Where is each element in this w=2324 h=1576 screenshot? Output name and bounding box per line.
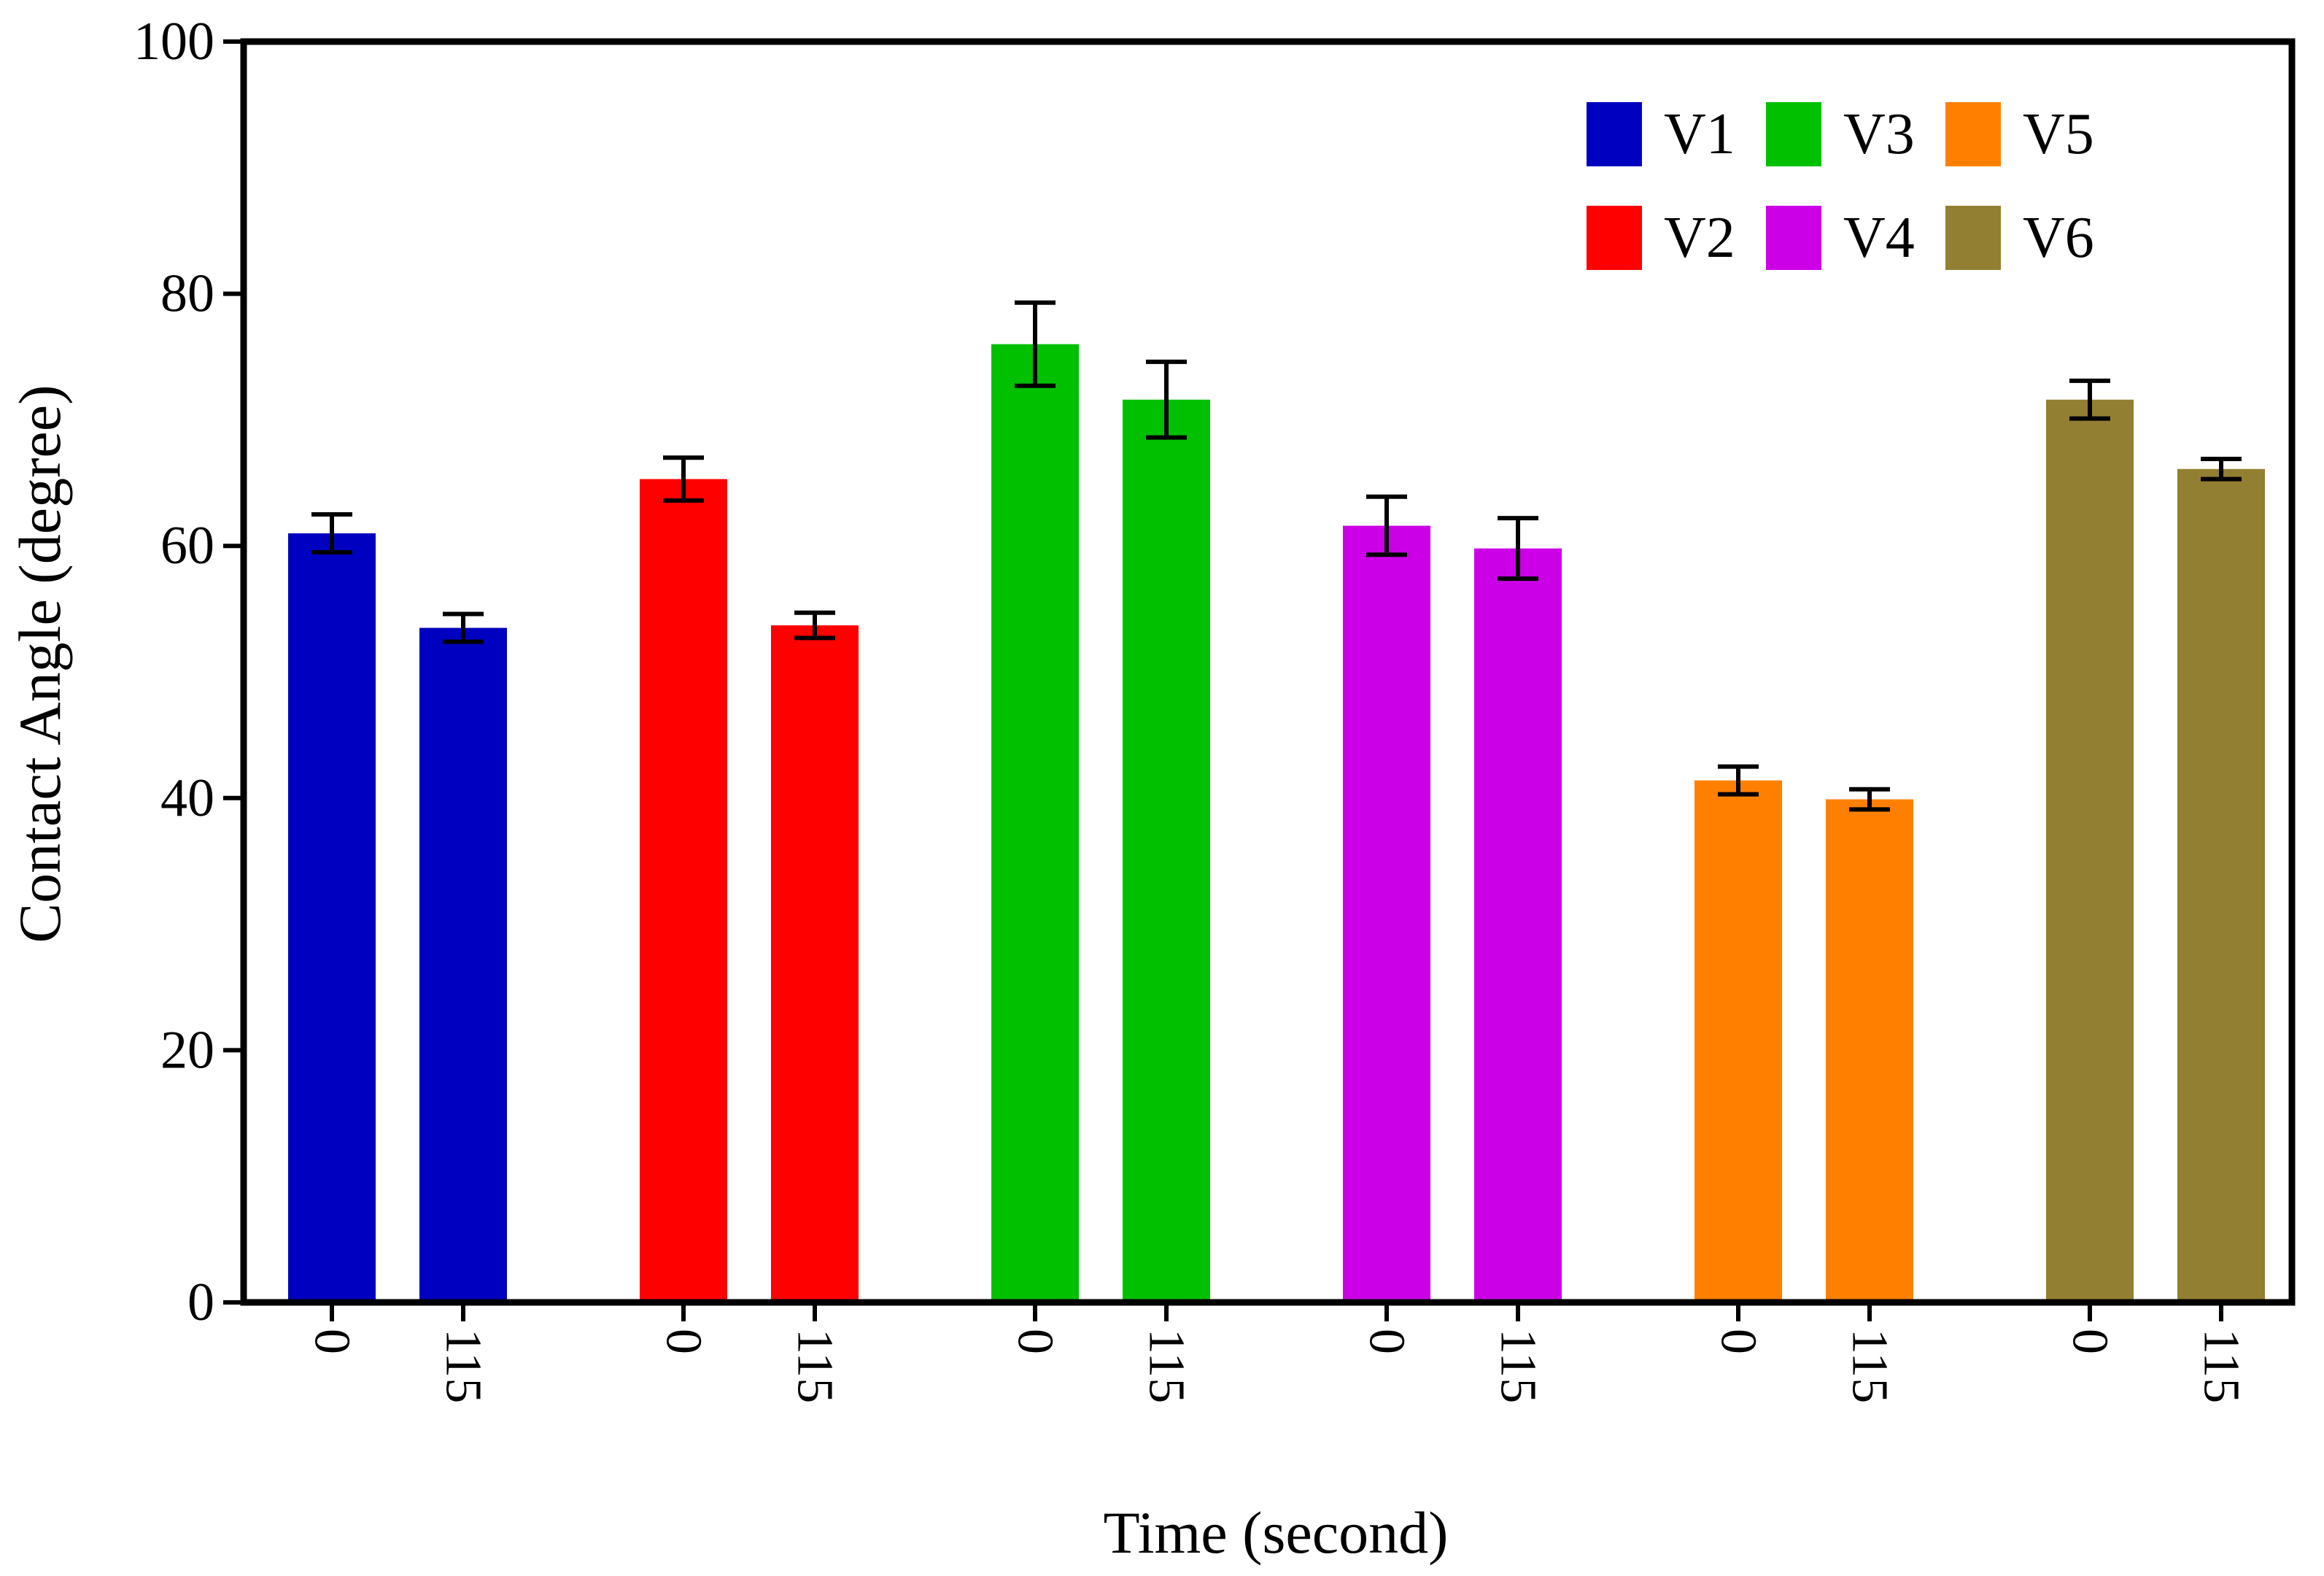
bar-v3-t115 — [1123, 399, 1210, 1303]
error-bar-v3-t115 — [1146, 359, 1187, 440]
x-tick-label: 0 — [2062, 1329, 2118, 1354]
x-axis-label: Time (second) — [1104, 1499, 1449, 1566]
x-tick-label: 115 — [2193, 1329, 2250, 1403]
plot-frame — [240, 38, 2296, 1306]
error-bar-v5-t115 — [1849, 787, 1890, 812]
error-bars-layer — [311, 300, 2242, 812]
bar-v2-t115 — [771, 625, 859, 1302]
error-bar-v2-t0 — [663, 455, 704, 503]
x-tick-label: 115 — [787, 1329, 843, 1403]
y-tick-label: 20 — [160, 1020, 214, 1080]
error-bar-v4-t115 — [1498, 516, 1538, 582]
x-tick-label: 115 — [1842, 1329, 1898, 1403]
error-bar-v2-t115 — [794, 610, 835, 641]
legend-item-v1: V1 — [1587, 102, 1735, 166]
bar-v1-t0 — [288, 533, 376, 1303]
error-bar-v1-t0 — [311, 512, 352, 555]
legend-swatch — [1587, 102, 1642, 166]
x-tick-label: 115 — [435, 1329, 492, 1403]
y-axis-label: Contact Angle (degree) — [7, 385, 73, 943]
y-tick-label: 0 — [187, 1272, 214, 1332]
legend-item-v5: V5 — [1945, 102, 2094, 166]
y-axis-ticks: 0 20 40 60 80 100 — [133, 12, 244, 1332]
legend-label: V1 — [1664, 102, 1735, 166]
x-tick-label: 0 — [1359, 1329, 1415, 1354]
legend-label: V4 — [1843, 206, 1915, 270]
bar-v4-t0 — [1343, 525, 1430, 1302]
error-bar-v5-t0 — [1718, 764, 1759, 797]
error-bar-v6-t0 — [2069, 378, 2110, 421]
error-bar-v6-t115 — [2201, 456, 2242, 482]
y-tick-label: 40 — [160, 768, 214, 828]
legend-swatch — [1766, 102, 1821, 166]
legend: V1 V2 V3 V4 V5 V6 — [1587, 102, 2094, 270]
bars-layer — [288, 344, 2265, 1303]
error-bar-v4-t0 — [1366, 494, 1407, 557]
legend-swatch — [1587, 206, 1642, 270]
bar-v3-t0 — [991, 344, 1079, 1303]
bar-v5-t115 — [1826, 799, 1913, 1302]
legend-item-v3: V3 — [1766, 102, 1915, 166]
x-tick-label: 115 — [1139, 1329, 1195, 1403]
bar-v2-t0 — [640, 479, 727, 1303]
y-tick-label: 60 — [160, 516, 214, 576]
legend-item-v6: V6 — [1945, 206, 2094, 270]
bar-v4-t115 — [1474, 548, 1562, 1302]
error-bar-v3-t0 — [1015, 300, 1056, 388]
x-axis-ticks: 0 115 0 115 0 115 0 115 0 115 0 115 — [304, 1302, 2250, 1403]
y-tick-label: 100 — [133, 12, 214, 72]
legend-label: V6 — [2023, 206, 2094, 270]
error-bar-v1-t115 — [443, 611, 484, 644]
bar-v6-t0 — [2046, 399, 2134, 1303]
legend-swatch — [1766, 206, 1821, 270]
x-tick-label: 0 — [656, 1329, 712, 1354]
legend-swatch — [1945, 206, 2001, 270]
bar-v5-t0 — [1694, 780, 1782, 1302]
legend-item-v4: V4 — [1766, 206, 1915, 270]
bar-v1-t115 — [419, 627, 507, 1302]
x-tick-label: 115 — [1490, 1329, 1546, 1403]
x-tick-label: 0 — [304, 1329, 360, 1354]
bar-v6-t115 — [2177, 468, 2265, 1302]
legend-swatch — [1945, 102, 2001, 166]
x-tick-label: 0 — [1007, 1329, 1064, 1354]
legend-label: V2 — [1664, 206, 1735, 270]
legend-label: V3 — [1843, 102, 1915, 166]
legend-item-v2: V2 — [1587, 206, 1735, 270]
y-tick-label: 80 — [160, 264, 214, 324]
legend-label: V5 — [2023, 102, 2094, 166]
x-tick-label: 0 — [1711, 1329, 1767, 1354]
